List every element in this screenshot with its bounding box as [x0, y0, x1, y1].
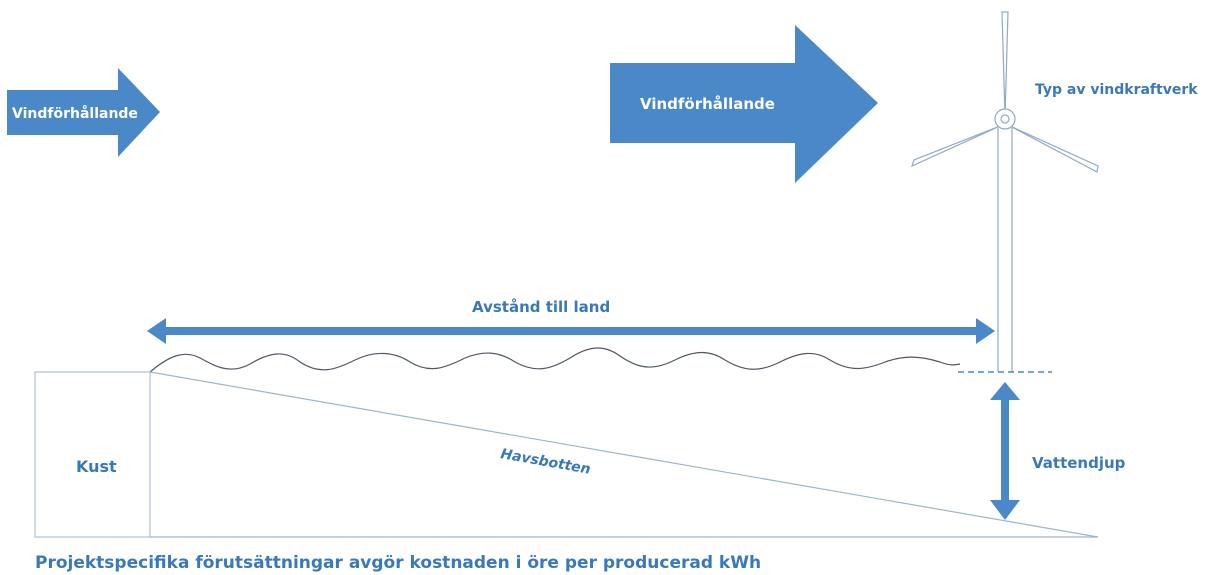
wind-left-label: Vindförhållande — [12, 105, 138, 122]
water-depth-label: Vattendjup — [1032, 454, 1126, 472]
turbine-type-label: Typ av vindkraftverk — [1035, 82, 1198, 98]
coast-label: Kust — [76, 457, 117, 476]
water-depth-arrow — [990, 382, 1020, 520]
wind-turbine-icon — [910, 11, 1099, 372]
sea-surface-wave — [149, 347, 961, 373]
wind-right-label: Vindförhållande — [640, 95, 775, 113]
distance-arrow — [147, 318, 995, 344]
seabed-label: Havsbotten — [499, 446, 592, 478]
wind-arrow-left: Vindförhållande — [7, 68, 160, 157]
distance-label: Avstånd till land — [472, 298, 610, 316]
seabed-line — [149, 371, 1099, 538]
caption: Projektspecifika förutsättningar avgör k… — [35, 553, 761, 573]
wind-arrow-right: Vindförhållande — [610, 25, 878, 183]
coast-box — [34, 371, 151, 538]
